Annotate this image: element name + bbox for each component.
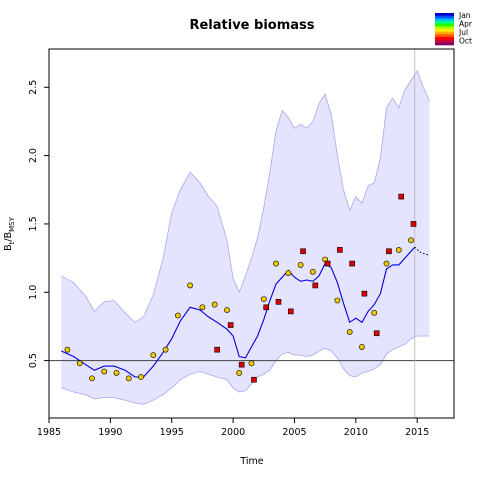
plot-area — [49, 49, 454, 418]
x-tick-label: 2000 — [221, 427, 245, 438]
y-tick-label: 2.0 — [28, 148, 39, 163]
data-point — [224, 307, 230, 313]
data-point — [275, 299, 282, 305]
data-point — [89, 375, 95, 382]
legend-label: Oct — [459, 37, 472, 46]
data-point — [297, 262, 304, 268]
band-upper-edge — [61, 70, 430, 323]
data-point — [76, 360, 83, 367]
x-axis-label: Time — [239, 456, 263, 467]
data-point — [337, 247, 343, 253]
data-point — [309, 268, 316, 275]
x-tick-label: 1985 — [37, 427, 61, 438]
data-point — [359, 344, 365, 350]
data-point — [334, 297, 341, 304]
data-point — [408, 237, 414, 244]
y-tick-label: 1.0 — [28, 285, 39, 300]
data-point — [346, 328, 353, 335]
data-point — [113, 369, 120, 376]
chart-title: Relative biomass — [189, 18, 314, 33]
x-tick-label: 2005 — [282, 427, 306, 438]
legend-label: Apr — [459, 20, 473, 29]
x-tick-label: 2015 — [405, 427, 429, 438]
data-point — [371, 309, 378, 316]
data-point — [260, 296, 267, 302]
legend-color-swatch — [435, 39, 454, 43]
legend-color-swatch — [435, 21, 454, 24]
legend-color-swatch — [435, 34, 454, 38]
legend-label: Jan — [458, 11, 471, 20]
plot-frame — [48, 48, 455, 419]
data-point — [214, 346, 220, 353]
data-point — [211, 301, 218, 308]
legend-color-swatch — [435, 15, 454, 19]
data-point — [125, 375, 132, 382]
data-point — [236, 369, 243, 376]
legend-label: Jul — [458, 28, 468, 37]
x-tick-label: 2010 — [344, 427, 368, 438]
data-point — [361, 290, 368, 297]
legend-color-swatch — [435, 29, 454, 32]
legend-color-swatch — [435, 42, 454, 46]
legend-color-swatch — [435, 13, 454, 16]
data-point — [101, 368, 108, 375]
data-point — [199, 304, 206, 311]
data-point — [251, 376, 257, 383]
legend-color-swatch — [435, 23, 454, 27]
data-point — [273, 260, 279, 267]
y-axis-label-mid: /B — [3, 232, 14, 242]
y-axis-label-sub2: MSY — [8, 216, 16, 231]
data-point — [324, 260, 331, 267]
data-point — [238, 361, 245, 368]
data-point — [174, 312, 181, 319]
data-point — [187, 282, 194, 289]
data-point — [373, 330, 380, 337]
data-point — [300, 248, 306, 255]
x-tick-label: 1990 — [98, 427, 122, 438]
data-point — [383, 260, 390, 267]
data-point — [248, 360, 255, 367]
x-tick-label: 1995 — [160, 427, 184, 438]
data-point — [386, 248, 392, 255]
data-point — [349, 260, 355, 267]
confidence-band — [61, 70, 430, 405]
data-point — [312, 282, 319, 289]
data-point — [138, 374, 144, 380]
y-axis-label: Bt/BMSY — [3, 216, 16, 250]
data-point — [150, 352, 157, 359]
legend-color-swatch — [435, 31, 454, 35]
data-point — [64, 346, 71, 353]
data-point — [227, 322, 234, 328]
data-point — [263, 304, 270, 311]
data-point — [395, 246, 402, 253]
y-tick-label: 1.5 — [28, 216, 39, 231]
data-point — [398, 193, 405, 200]
legend-color-swatch — [435, 18, 454, 22]
data-point — [162, 346, 169, 353]
y-tick-label: 0.5 — [28, 353, 39, 368]
data-point — [287, 308, 294, 315]
y-axis-label-main: B — [3, 244, 14, 251]
data-point — [410, 221, 417, 227]
axes: 1985 1990 1995 2000 2005 2010 2015 0.5 1.0 1.5 2.0… — [28, 80, 429, 438]
projection-line — [414, 246, 430, 256]
legend-color-swatch — [435, 37, 454, 40]
y-axis-label-sub1: t — [8, 241, 16, 244]
legend-color-swatch — [435, 26, 454, 30]
data-point — [285, 270, 292, 277]
y-tick-label: 2.5 — [28, 80, 39, 95]
